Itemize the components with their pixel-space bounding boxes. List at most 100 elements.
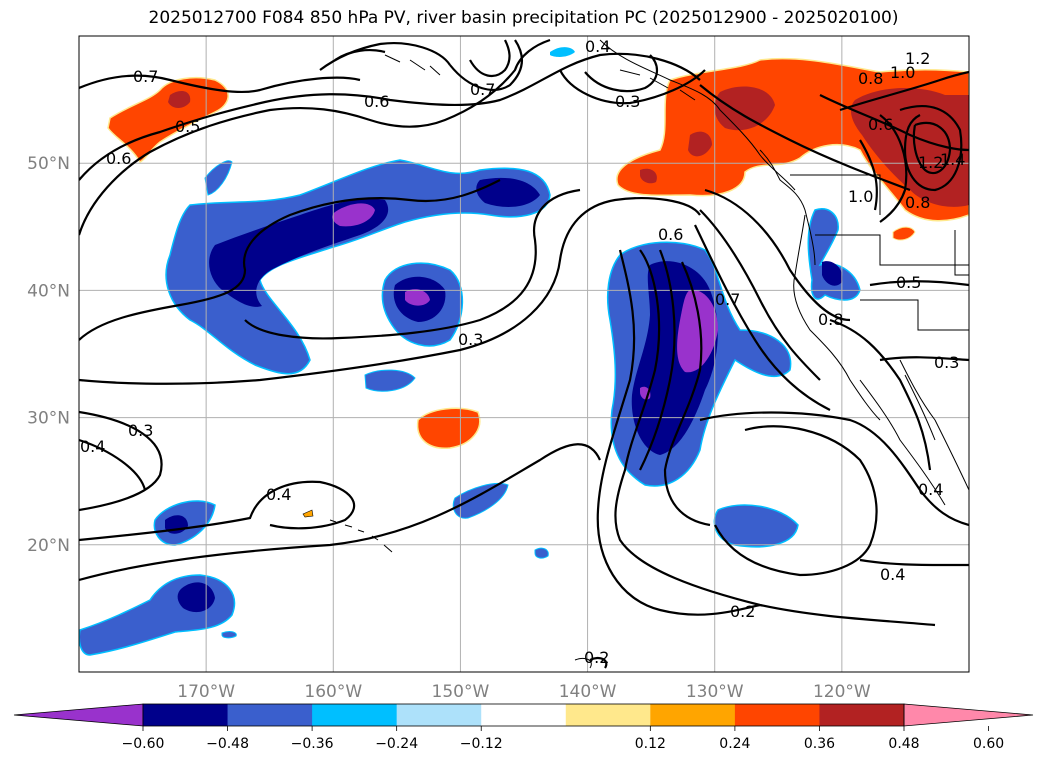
contour-label: 0.6	[868, 115, 893, 134]
pv-contour	[559, 69, 706, 105]
colorbar-swatch	[819, 704, 905, 726]
colorbar-swatch	[227, 704, 313, 726]
pv-contour	[469, 39, 511, 78]
pv-contour	[79, 410, 163, 512]
neg-field-small-35n	[364, 369, 416, 392]
lat-tick-label: 40°N	[27, 281, 70, 301]
lat-tick-label: 30°N	[27, 409, 70, 429]
colorbar-swatch	[312, 704, 398, 726]
pv-contour	[639, 249, 676, 471]
coastline-mexico	[899, 359, 969, 491]
colorbar-extend-min	[13, 703, 144, 727]
pv-contour	[79, 197, 701, 385]
coastline-alaska	[599, 39, 796, 191]
coastline-us-west	[793, 214, 881, 421]
colorbar-tick-label: 0.12	[635, 736, 666, 752]
lon-tick-label: 130°W	[686, 682, 744, 702]
lat-tick-label: 50°N	[27, 154, 70, 174]
neg-field-california-core	[822, 261, 843, 286]
pv-contour	[79, 38, 551, 236]
contour-label: 1.0	[890, 63, 915, 82]
hawaii-islands	[329, 519, 393, 553]
lon-tick-label: 150°W	[432, 682, 490, 702]
lat-tick-label: 20°N	[27, 536, 70, 556]
contour-label: 0.3	[615, 92, 640, 111]
pv-contour	[79, 74, 361, 94]
colorbar-swatch	[565, 704, 651, 726]
contour-labels: 0.7 0.5 0.6 0.6 0.7 0.4 0.3 1.2 0.8 1.0 …	[80, 37, 965, 667]
map-frame	[78, 35, 970, 673]
pv-contour	[699, 411, 969, 527]
pv-contour	[704, 188, 851, 322]
map-title: 2025012700 F084 850 hPa PV, river basin …	[148, 8, 899, 28]
colorbar: −0.60 −0.48 −0.36 −0.24 −0.12 0.12 0.24 0.36 0.4…	[13, 703, 1034, 752]
pv-contour	[79, 443, 602, 582]
graticule	[79, 36, 969, 672]
neg-field-25n-150w	[452, 483, 509, 519]
neg-field-northeast-core	[476, 177, 540, 207]
pv-contours	[79, 38, 969, 669]
lon-tick-labels: 170°W 160°W 150°W 140°W 130°W 120°W	[177, 682, 871, 702]
pv-contour	[839, 70, 969, 112]
pv-contour	[79, 52, 701, 181]
lon-tick-label: 170°W	[177, 682, 235, 702]
colorbar-tick-label: 0.36	[804, 736, 835, 752]
neg-field-central-max	[332, 203, 375, 227]
pv-contour	[449, 39, 523, 91]
pv-contour	[912, 122, 952, 175]
colorbar-tick-label: −0.48	[206, 736, 249, 752]
pos-field-oregon-edge	[892, 226, 916, 241]
colorbar-frame	[142, 703, 905, 727]
state-border-2	[815, 234, 969, 266]
colorbar-swatch	[143, 704, 229, 726]
pv-contour	[829, 318, 932, 471]
colorbar-tick-label: 0.60	[973, 736, 1004, 752]
neg-field-tiny-3	[204, 160, 233, 196]
pv-contour	[334, 49, 386, 61]
contour-label: 1.2	[905, 49, 930, 68]
pv-contour	[899, 105, 963, 192]
pv-contour	[596, 249, 761, 616]
colorbar-tick-label: −0.12	[460, 736, 503, 752]
contour-label: 0.2	[584, 648, 609, 667]
pv-contour	[79, 480, 356, 542]
lat-tick-labels: 20°N 30°N 40°N 50°N	[27, 154, 70, 556]
contour-label: 0.5	[896, 273, 921, 292]
state-border-1	[790, 174, 881, 215]
contour-label: 1.2	[918, 153, 943, 172]
colorbar-swatch	[481, 704, 567, 726]
pos-field-na-core-3	[688, 131, 712, 157]
contour-label: 0.6	[106, 149, 131, 168]
pos-field-na-core-2	[850, 88, 969, 207]
neg-field-160w-max	[405, 289, 430, 306]
pos-field-aleutian	[107, 77, 229, 163]
contour-label: 0.4	[880, 565, 905, 584]
contour-label: 0.8	[905, 193, 930, 212]
colorbar-tick-label: −0.36	[291, 736, 334, 752]
lon-tick-label: 160°W	[304, 682, 362, 702]
tiny-island	[574, 657, 592, 669]
state-border-4	[954, 230, 969, 276]
coastline-baja	[859, 379, 946, 506]
colorbar-swatch	[734, 704, 820, 726]
pv-contour	[584, 54, 658, 93]
pv-contour	[699, 209, 821, 381]
pv-contour	[869, 280, 969, 287]
state-border-3	[860, 299, 969, 331]
pv-contour	[614, 249, 936, 627]
colorbar-swatch	[396, 704, 482, 726]
contour-label: 0.6	[364, 92, 389, 111]
contour-label: 0.7	[470, 80, 495, 99]
contour-label: 0.7	[715, 290, 740, 309]
lon-tick-label: 140°W	[559, 682, 617, 702]
pos-field-aleutian-core	[168, 90, 191, 108]
pv-contour	[859, 558, 969, 567]
contour-label: 0.3	[128, 421, 153, 440]
neg-field-20n-130w	[713, 504, 799, 548]
contour-label: 0.8	[858, 69, 883, 88]
contour-label: 0.3	[458, 330, 483, 349]
pos-field-na-core-4	[640, 168, 657, 184]
coastline-bc	[759, 149, 816, 266]
pv-contour	[79, 179, 501, 341]
